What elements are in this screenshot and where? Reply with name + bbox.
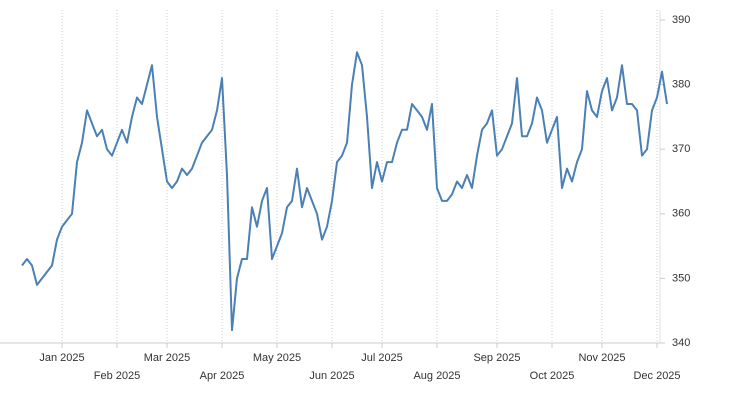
x-tick-label: Apr 2025 — [200, 370, 245, 382]
y-tick-label: 360 — [672, 208, 690, 220]
x-tick-label: Nov 2025 — [578, 352, 625, 364]
x-tick-label: Jan 2025 — [39, 352, 84, 364]
x-tick-label: Feb 2025 — [94, 370, 140, 382]
x-tick-label: Mar 2025 — [144, 352, 190, 364]
x-tick-label: Oct 2025 — [530, 370, 575, 382]
x-tick-label: Jul 2025 — [361, 352, 403, 364]
x-tick-label: May 2025 — [253, 352, 301, 364]
x-tick-label: Jun 2025 — [309, 370, 354, 382]
x-tick-label: Aug 2025 — [413, 370, 460, 382]
y-tick-label: 370 — [672, 143, 690, 155]
x-tick-label: Sep 2025 — [473, 352, 520, 364]
y-tick-label: 390 — [672, 14, 690, 26]
y-tick-label: 350 — [672, 272, 690, 284]
y-tick-label: 340 — [672, 337, 690, 349]
y-tick-label: 380 — [672, 79, 690, 91]
x-tick-label: Dec 2025 — [633, 370, 680, 382]
price-line — [21, 51, 668, 332]
